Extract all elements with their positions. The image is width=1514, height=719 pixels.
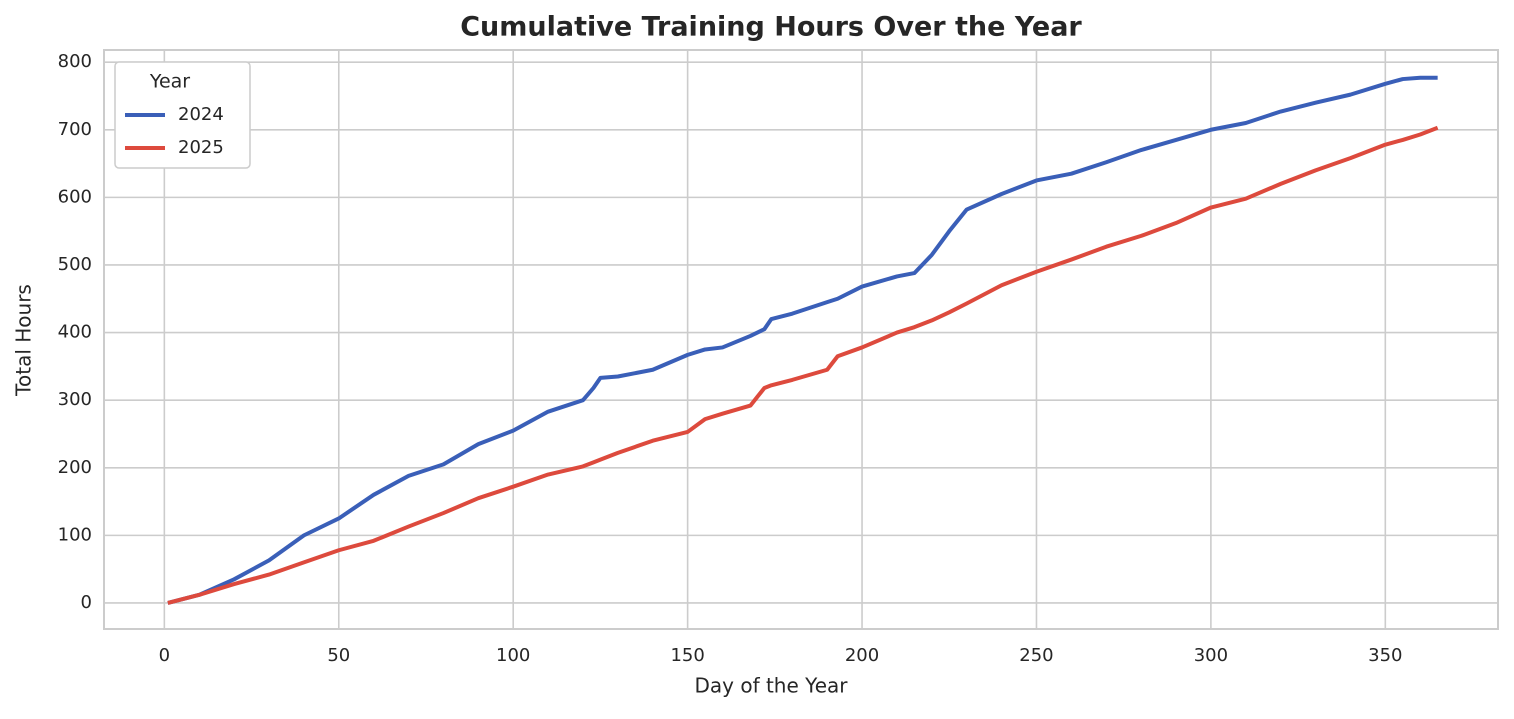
x-tick-label: 100 [496,645,530,666]
y-tick-label: 400 [58,322,92,343]
y-axis-label: Total Hours [12,284,36,397]
x-tick-label: 300 [1194,645,1228,666]
line-series [167,125,1439,605]
legend-label: 2025 [178,137,224,158]
y-tick-label: 300 [58,389,92,410]
x-tick-label: 350 [1368,645,1402,666]
plot-border [103,49,1499,630]
x-tick-label: 0 [159,645,170,666]
y-tick-label: 600 [58,186,92,207]
y-tick-label: 800 [58,51,92,72]
y-tick-label: 100 [58,524,92,545]
y-tick-label: 0 [81,592,92,613]
legend-label: 2024 [178,104,224,125]
x-tick-label: 150 [670,645,704,666]
chart-title: Cumulative Training Hours Over the Year [460,12,1082,43]
line-series [167,75,1438,605]
x-axis-label: Day of the Year [694,674,848,698]
y-tick-label: 700 [58,119,92,140]
legend: Year 2024 2025 [114,61,251,169]
legend-title: Year [149,71,190,93]
x-tick-label: 200 [845,645,879,666]
y-tick-label: 200 [58,457,92,478]
x-tick-label: 250 [1019,645,1053,666]
y-tick-label: 500 [58,254,92,275]
legend-box [114,61,251,169]
x-tick-label: 50 [327,645,350,666]
